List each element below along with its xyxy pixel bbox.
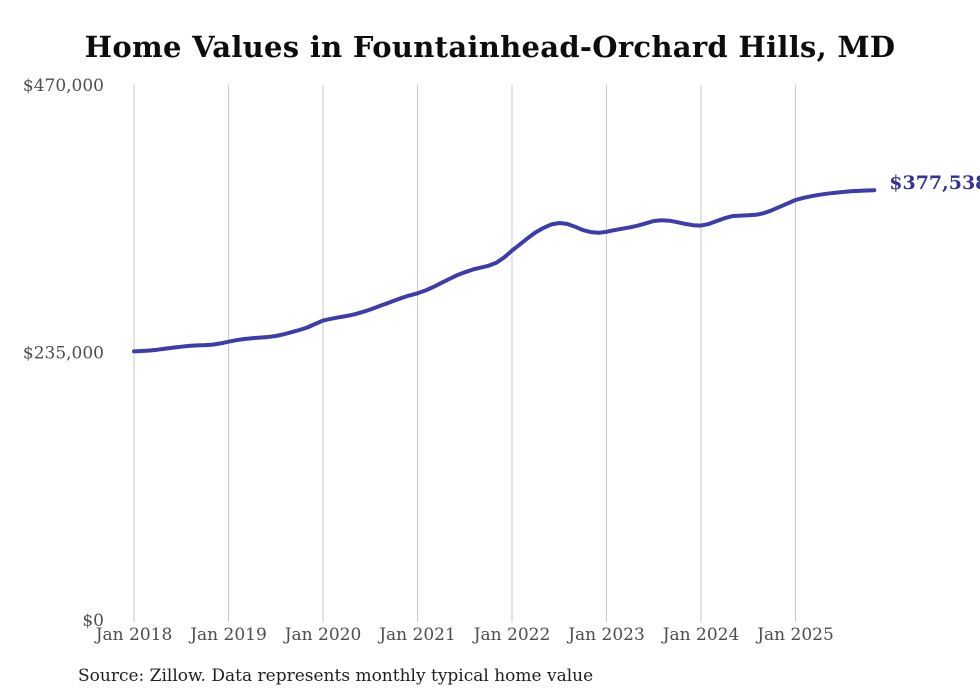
x-tick-label: Jan 2021 <box>377 625 456 645</box>
x-tick-label: Jan 2023 <box>566 625 645 645</box>
x-tick-label: Jan 2019 <box>188 625 267 645</box>
source-note: Source: Zillow. Data represents monthly … <box>78 666 594 686</box>
x-tick-label: Jan 2024 <box>661 625 740 645</box>
y-tick-label: $235,000 <box>23 344 104 364</box>
chart-title: Home Values in Fountainhead-Orchard Hill… <box>84 30 896 64</box>
x-tick-label: Jan 2022 <box>472 625 551 645</box>
y-tick-label: $470,000 <box>23 76 104 96</box>
x-tick-label: Jan 2025 <box>755 625 834 645</box>
y-tick-label: $0 <box>82 611 104 631</box>
x-tick-label: Jan 2020 <box>283 625 362 645</box>
home-value-line <box>132 188 877 354</box>
latest-value-label: $377,538 <box>889 172 980 195</box>
x-tick-label: Jan 2018 <box>94 625 173 645</box>
